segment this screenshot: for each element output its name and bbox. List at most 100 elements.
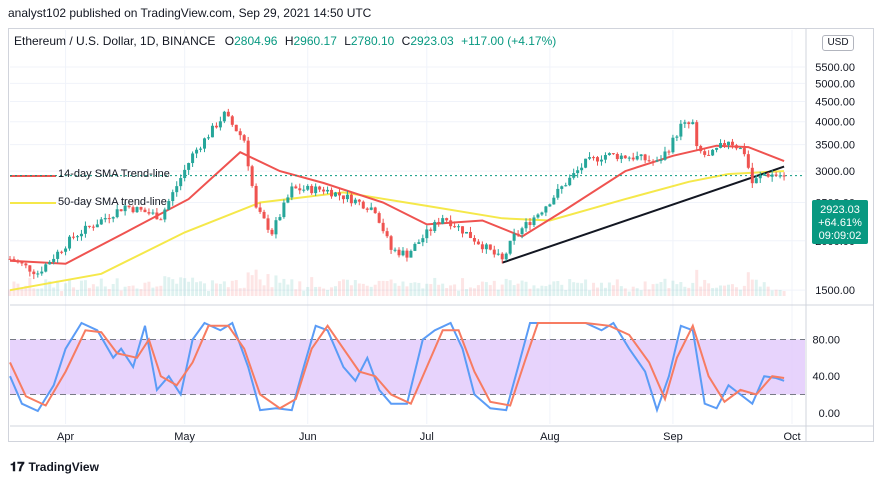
sma50-line — [9, 170, 785, 292]
volume-bar — [250, 275, 254, 296]
candle-body — [457, 226, 461, 228]
candle-body — [302, 189, 306, 191]
candle-body — [226, 111, 230, 117]
volume-bar — [536, 288, 540, 296]
volume-bar — [99, 278, 103, 296]
volume-bar — [635, 288, 639, 296]
candle-body — [163, 209, 167, 220]
candle-body — [214, 125, 218, 128]
candle-body — [508, 240, 512, 254]
volume-bar — [171, 279, 175, 296]
candle-body — [115, 209, 119, 218]
candle-body — [401, 250, 405, 256]
symbol-legend: Ethereum / U.S. Dollar, 1D, BINANCE O280… — [14, 34, 556, 48]
candle-body — [143, 209, 147, 213]
volume-bar — [24, 285, 28, 296]
candle-body — [373, 207, 377, 214]
volume-bar — [417, 282, 421, 296]
candle-body — [782, 175, 786, 177]
price-badge-timer: 09:09:02 — [819, 230, 862, 242]
candle-body — [99, 219, 103, 225]
volume-bar — [52, 287, 56, 296]
volume-bar — [274, 275, 278, 296]
volume-bar — [159, 285, 163, 296]
candle-body — [699, 146, 703, 152]
y-tick-price: 5500.00 — [815, 62, 855, 74]
price-badge: 2923.03 +64.61% 09:09:02 — [812, 200, 868, 244]
candle-body — [44, 264, 48, 272]
candle-body — [437, 221, 441, 224]
volume-bar — [290, 279, 294, 296]
x-tick-aug: Aug — [540, 431, 560, 443]
candle-body — [274, 220, 278, 235]
candle-body — [441, 218, 445, 224]
volume-bar — [218, 283, 222, 296]
candle-body — [719, 143, 723, 148]
candle-body — [298, 188, 302, 191]
candle-body — [532, 217, 536, 226]
volume-bar — [107, 288, 111, 296]
volume-bar — [206, 291, 210, 296]
candle-body — [36, 273, 40, 275]
volume-bar — [695, 269, 699, 296]
volume-bar — [528, 288, 532, 296]
candle-body — [159, 219, 163, 221]
volume-bar — [576, 282, 580, 296]
volume-bar — [373, 284, 377, 296]
volume-bar — [560, 284, 564, 296]
candle-body — [56, 251, 60, 259]
candle-body — [409, 250, 413, 258]
y-tick-price: 3000.00 — [815, 166, 855, 178]
volume-bar — [643, 281, 647, 296]
volume-bar — [715, 287, 719, 296]
candle-body — [615, 153, 619, 160]
volume-bar — [679, 282, 683, 296]
volume-bar — [472, 288, 476, 296]
candle-body — [393, 249, 397, 251]
volume-bar — [345, 279, 349, 296]
volume-bar — [330, 287, 334, 296]
volume-bar — [143, 282, 147, 296]
open-label: O — [224, 34, 235, 48]
candle-body — [429, 229, 433, 231]
volume-bar — [607, 282, 611, 296]
volume-bar — [91, 284, 95, 296]
volume-bar — [611, 285, 615, 296]
candle-body — [468, 231, 472, 239]
candle-body — [695, 122, 699, 147]
volume-bar — [492, 280, 496, 296]
volume-bar — [16, 283, 20, 296]
volume-bar — [246, 272, 250, 296]
candle-body — [687, 122, 691, 125]
volume-bar — [711, 288, 715, 296]
candle-body — [16, 261, 20, 263]
volume-bar — [389, 279, 393, 296]
candle-body — [738, 148, 742, 150]
volume-bar — [762, 282, 766, 296]
volume-bar — [675, 284, 679, 296]
currency-button[interactable]: USD — [822, 35, 854, 51]
candle-body — [131, 207, 135, 213]
tradingview-footer[interactable]: 𝟏𝟕 TradingView — [10, 459, 99, 475]
candle-body — [210, 125, 214, 138]
candle-body — [349, 194, 353, 204]
candle-body — [524, 222, 528, 229]
candle-body — [48, 261, 52, 265]
candle-body — [135, 207, 139, 213]
volume-bar — [437, 284, 441, 296]
close-label: C — [401, 34, 411, 48]
stochastic-lines — [9, 321, 785, 414]
volume-bar — [429, 284, 433, 296]
volume-bar — [361, 283, 365, 296]
volume-bar — [214, 283, 218, 296]
candles — [8, 108, 786, 280]
candle-body — [762, 173, 766, 176]
volume-bar — [564, 289, 568, 296]
candle-body — [147, 212, 151, 214]
candle-body — [492, 249, 496, 255]
low-value: 2780.10 — [350, 34, 395, 48]
volume-bar — [282, 278, 286, 296]
volume-bar — [723, 285, 727, 296]
volume-bar — [254, 269, 258, 296]
